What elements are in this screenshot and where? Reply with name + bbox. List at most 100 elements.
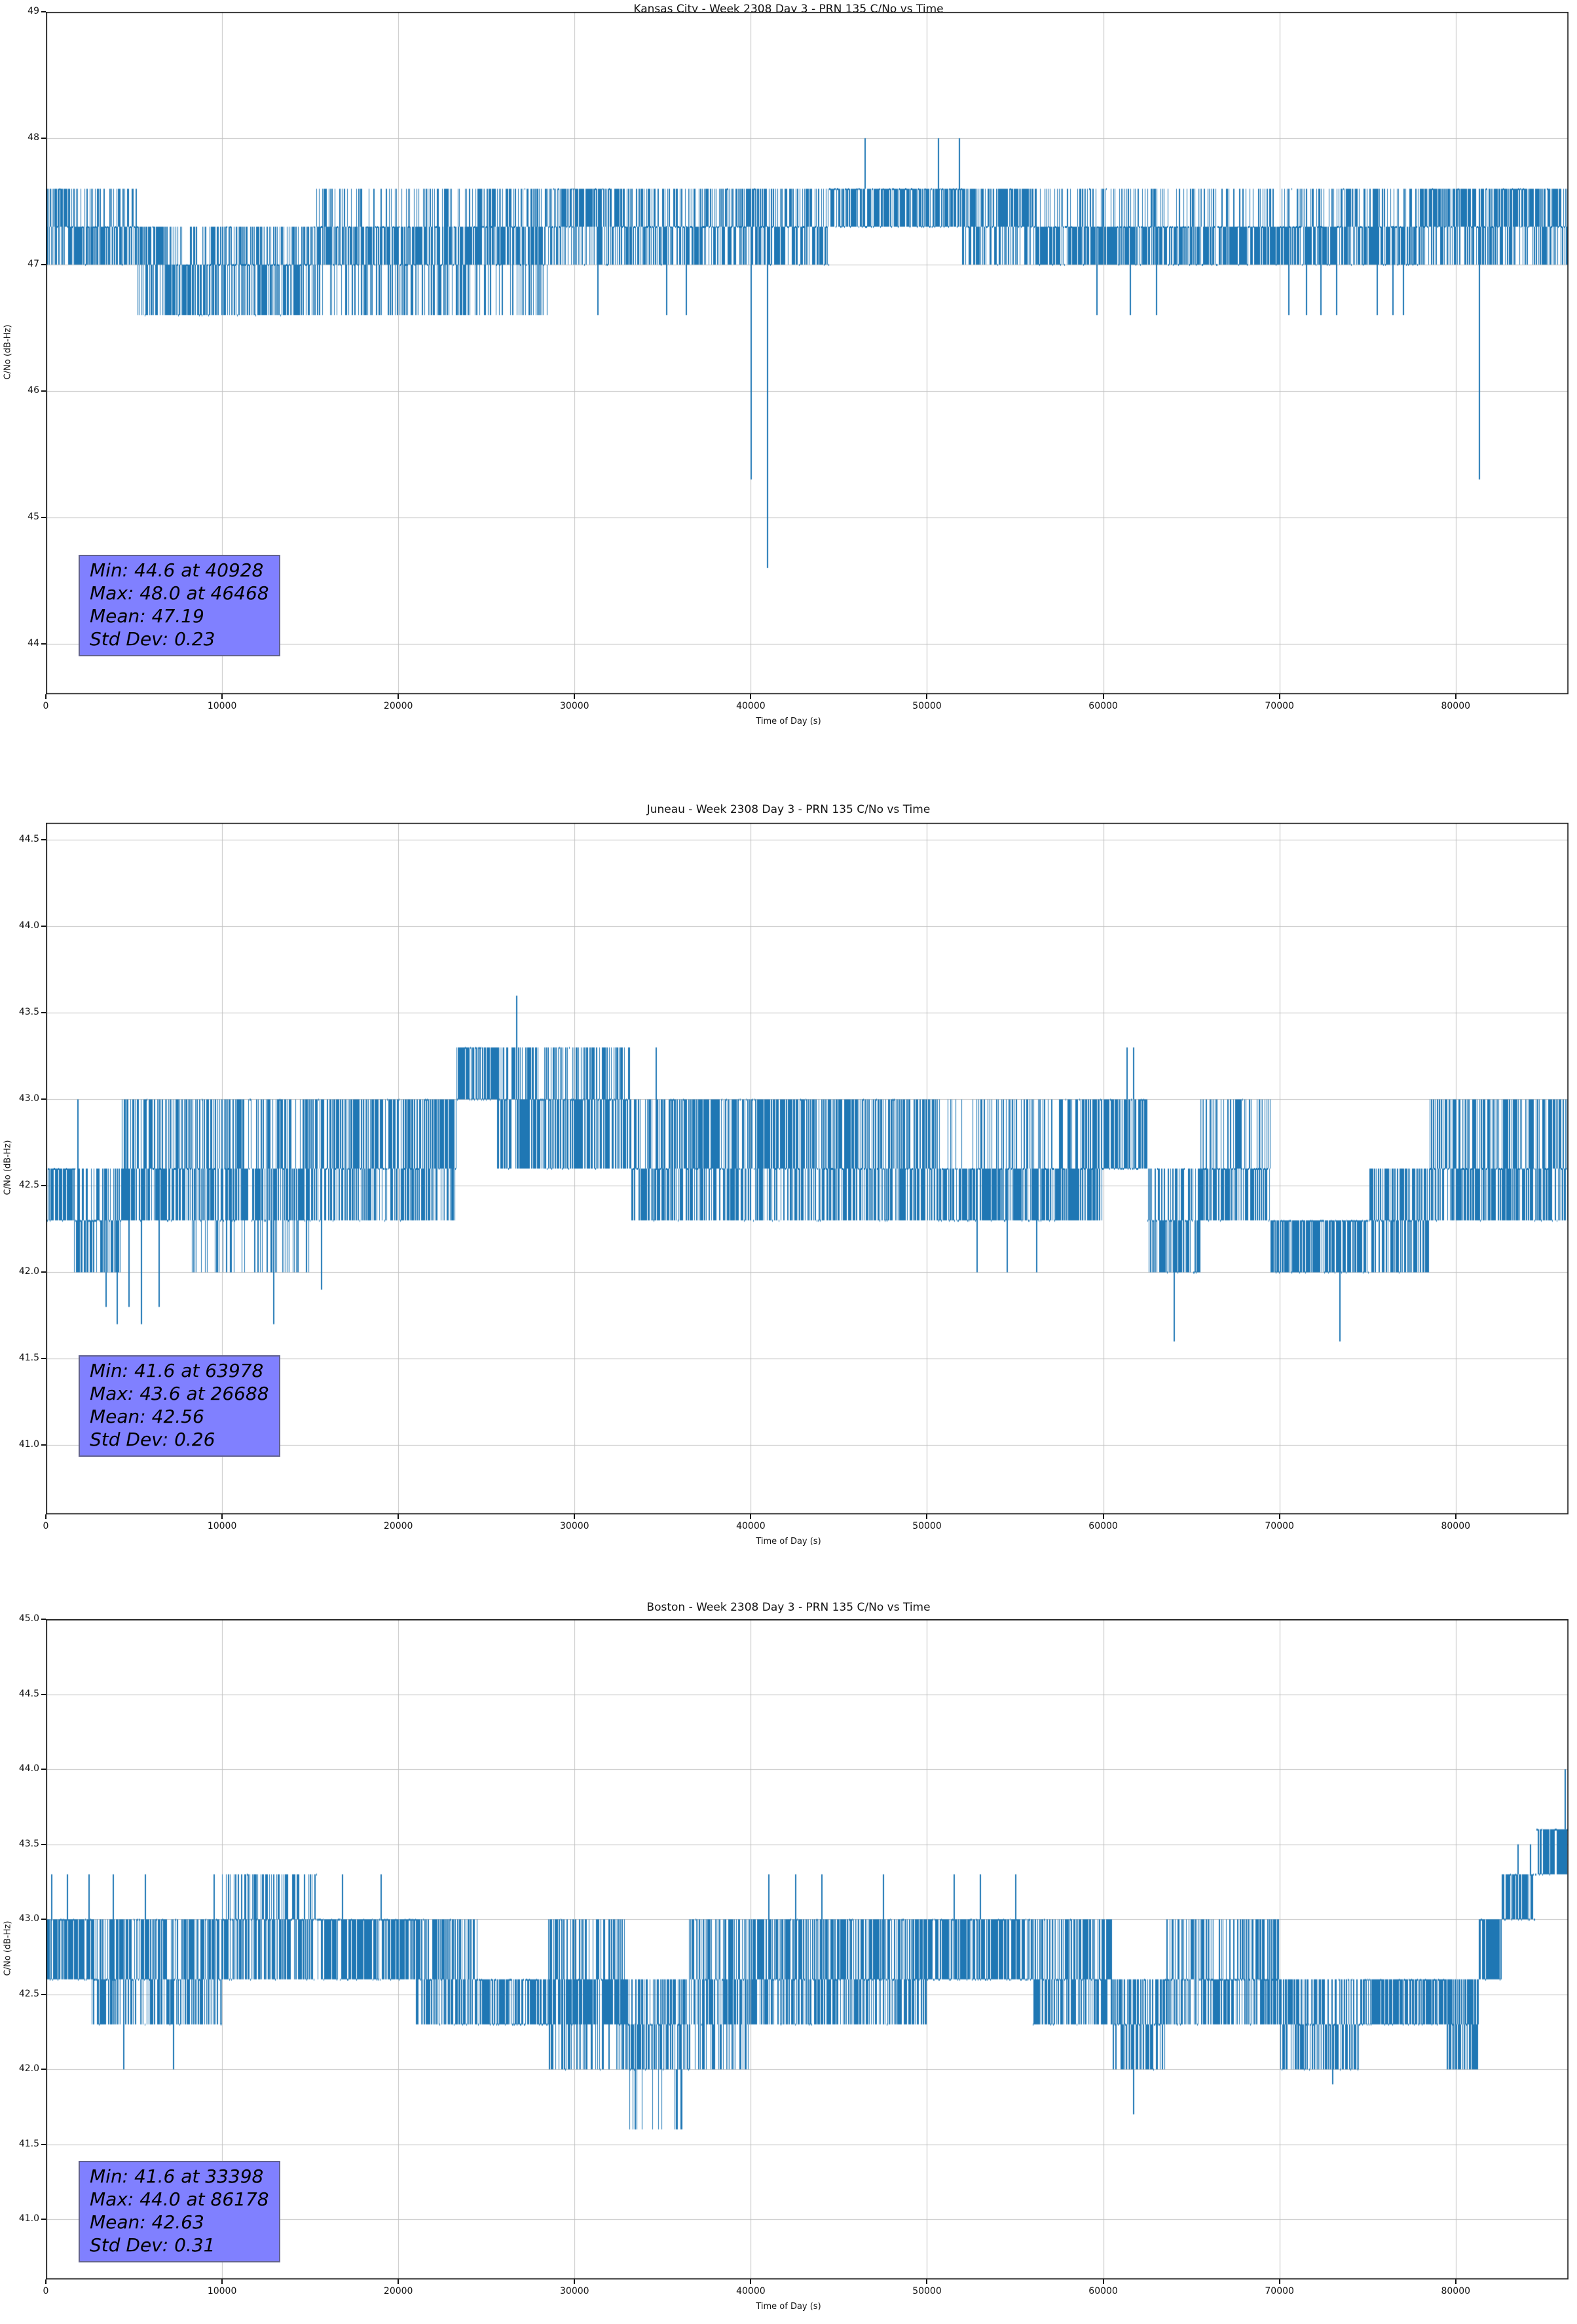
chart-title: Juneau - Week 2308 Day 3 - PRN 135 C/No … <box>646 803 931 816</box>
y-tick-mark <box>41 1993 46 1995</box>
x-tick-label: 50000 <box>912 2286 942 2296</box>
x-tick-label: 80000 <box>1441 2286 1471 2296</box>
y-tick-label: 41.0 <box>18 1439 39 1450</box>
y-tick-mark <box>41 1769 46 1771</box>
x-tick-label: 40000 <box>736 1521 766 1531</box>
y-tick-label: 43.0 <box>18 1093 39 1104</box>
x-tick-label: 30000 <box>560 2286 589 2296</box>
x-tick-mark <box>750 1514 752 1519</box>
x-tick-mark <box>398 1514 399 1519</box>
y-tick-mark <box>41 1185 46 1187</box>
y-tick-label: 41.0 <box>18 2213 39 2224</box>
y-tick-label: 41.5 <box>18 2138 39 2149</box>
x-tick-label: 20000 <box>383 2286 413 2296</box>
y-tick-mark <box>41 1012 46 1014</box>
x-tick-label: 20000 <box>383 1521 413 1531</box>
y-tick-label: 44 <box>28 637 39 648</box>
y-tick-mark <box>41 643 46 645</box>
x-tick-label: 30000 <box>560 701 589 711</box>
y-tick-mark <box>41 390 46 392</box>
y-tick-mark <box>41 1619 46 1620</box>
stats-min: Min: 44.6 at 40928 <box>90 559 264 581</box>
y-tick-mark <box>41 263 46 265</box>
plot-canvas <box>46 823 1568 1514</box>
x-tick-mark <box>1102 1514 1104 1519</box>
stats-stddev: Std Dev: 0.31 <box>90 2234 215 2256</box>
y-tick-label: 44.0 <box>18 1763 39 1774</box>
x-tick-mark <box>45 1514 46 1519</box>
stats-max: Max: 44.0 at 86178 <box>90 2188 269 2210</box>
x-tick-mark <box>926 2279 928 2284</box>
x-tick-label: 70000 <box>1265 2286 1294 2296</box>
y-tick-label: 45 <box>28 511 39 522</box>
x-tick-mark <box>1455 694 1456 699</box>
x-tick-label: 60000 <box>1088 701 1118 711</box>
x-tick-label: 10000 <box>207 1521 237 1531</box>
stats-max: Max: 43.6 at 26688 <box>90 1383 269 1404</box>
y-tick-label: 44.0 <box>18 920 39 931</box>
y-tick-label: 48 <box>28 132 39 143</box>
y-tick-label: 45.0 <box>18 1613 39 1624</box>
x-tick-mark <box>1455 1514 1456 1519</box>
y-tick-mark <box>41 1919 46 1921</box>
x-tick-label: 40000 <box>736 701 766 711</box>
x-tick-mark <box>926 694 928 699</box>
plot-canvas <box>46 1619 1568 2279</box>
y-tick-label: 42.5 <box>18 1988 39 1999</box>
x-tick-mark <box>398 2279 399 2284</box>
x-tick-label: 70000 <box>1265 1521 1294 1531</box>
x-tick-label: 50000 <box>912 701 942 711</box>
x-tick-label: 10000 <box>207 701 237 711</box>
y-tick-label: 44.5 <box>18 834 39 845</box>
stats-max: Max: 48.0 at 46468 <box>90 582 269 604</box>
x-tick-mark <box>574 1514 576 1519</box>
x-tick-mark <box>45 2279 46 2284</box>
x-tick-mark <box>750 2279 752 2284</box>
x-axis-label: Time of Day (s) <box>756 717 821 726</box>
x-tick-label: 0 <box>43 1521 49 1531</box>
x-tick-mark <box>1102 2279 1104 2284</box>
x-tick-mark <box>221 2279 223 2284</box>
y-tick-label: 42.0 <box>18 1266 39 1277</box>
y-tick-label: 49 <box>28 6 39 16</box>
y-tick-mark <box>41 2143 46 2145</box>
y-tick-label: 43.5 <box>18 1838 39 1849</box>
stats-stddev: Std Dev: 0.23 <box>90 628 215 650</box>
y-tick-mark <box>41 2069 46 2071</box>
chart-boston: Boston - Week 2308 Day 3 - PRN 135 C/No … <box>0 1590 1577 2324</box>
x-tick-label: 0 <box>43 2286 49 2296</box>
x-tick-label: 60000 <box>1088 1521 1118 1531</box>
stats-min: Min: 41.6 at 33398 <box>90 2165 264 2187</box>
plot-canvas <box>46 12 1568 694</box>
x-tick-label: 80000 <box>1441 1521 1471 1531</box>
plot-area: Min: 41.6 at 63978 Max: 43.6 at 26688 Me… <box>46 823 1568 1514</box>
stats-stddev: Std Dev: 0.26 <box>90 1429 215 1450</box>
y-tick-mark <box>41 1693 46 1695</box>
x-tick-mark <box>574 2279 576 2284</box>
y-axis-label: C/No (dB-Hz) <box>3 1140 13 1195</box>
x-tick-mark <box>1455 2279 1456 2284</box>
y-tick-mark <box>41 1098 46 1100</box>
plot-area: Min: 44.6 at 40928 Max: 48.0 at 46468 Me… <box>46 12 1568 694</box>
y-tick-label: 42.0 <box>18 2063 39 2074</box>
stats-box: Min: 41.6 at 63978 Max: 43.6 at 26688 Me… <box>79 1355 280 1457</box>
y-tick-mark <box>41 1271 46 1273</box>
y-tick-label: 47 <box>28 258 39 269</box>
x-axis-label: Time of Day (s) <box>756 2302 821 2312</box>
y-tick-mark <box>41 839 46 841</box>
y-tick-label: 43.5 <box>18 1007 39 1018</box>
stats-mean: Mean: 42.56 <box>90 1406 204 1427</box>
y-tick-mark <box>41 137 46 139</box>
y-axis-label: C/No (dB-Hz) <box>3 324 13 380</box>
y-tick-label: 41.5 <box>18 1353 39 1364</box>
plot-area: Min: 41.6 at 33398 Max: 44.0 at 86178 Me… <box>46 1619 1568 2279</box>
y-tick-mark <box>41 1444 46 1446</box>
x-tick-label: 20000 <box>383 701 413 711</box>
x-tick-mark <box>45 694 46 699</box>
x-tick-mark <box>1102 694 1104 699</box>
x-tick-label: 10000 <box>207 2286 237 2296</box>
y-tick-mark <box>41 926 46 928</box>
chart-title: Boston - Week 2308 Day 3 - PRN 135 C/No … <box>646 1601 931 1614</box>
chart-juneau: Juneau - Week 2308 Day 3 - PRN 135 C/No … <box>0 791 1577 1590</box>
y-tick-label: 46 <box>28 384 39 396</box>
